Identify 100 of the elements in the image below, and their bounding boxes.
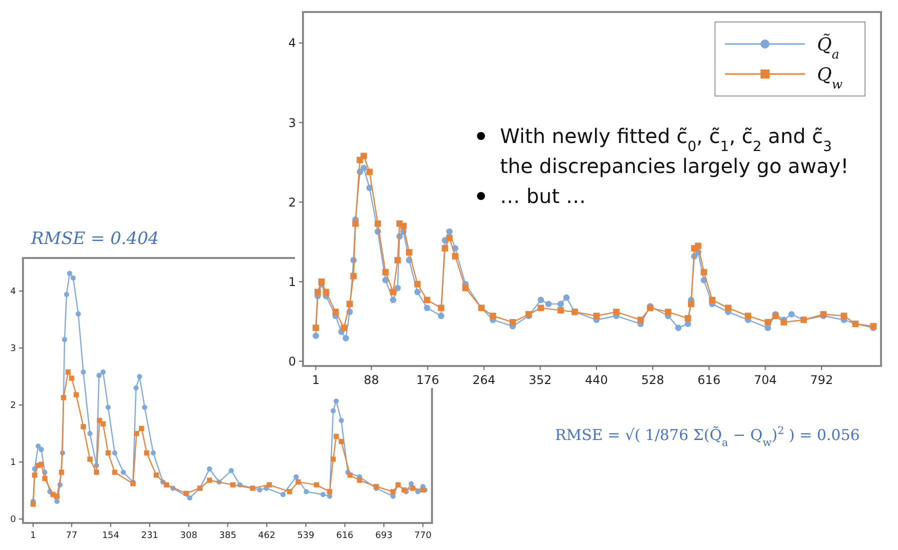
- x-tick-label: 231: [141, 531, 158, 541]
- point: [637, 316, 644, 324]
- y-tick-label: 2: [288, 195, 296, 210]
- point: [744, 312, 752, 320]
- point: [356, 478, 362, 483]
- point: [352, 220, 359, 227]
- y-tick-label: 0: [10, 515, 16, 526]
- point: [438, 312, 444, 320]
- x-tick-label: 308: [180, 531, 198, 541]
- y-tick-label: 3: [288, 116, 296, 130]
- point: [100, 369, 106, 375]
- point: [138, 426, 144, 431]
- point: [664, 308, 672, 316]
- x-tick-label: 440: [585, 373, 608, 387]
- x-tick-label: 770: [414, 531, 432, 541]
- point: [390, 288, 396, 296]
- point: [390, 489, 396, 494]
- x-tick-label: 792: [810, 373, 833, 387]
- point: [382, 268, 389, 276]
- x-tick-label: 88: [364, 373, 380, 387]
- point: [74, 392, 79, 398]
- point: [32, 472, 38, 478]
- y-tick-label: 4: [288, 36, 296, 50]
- point: [38, 462, 44, 467]
- point: [136, 374, 142, 380]
- point: [312, 324, 319, 332]
- point: [700, 268, 708, 276]
- point: [330, 408, 336, 414]
- point: [314, 482, 320, 488]
- point: [150, 450, 156, 456]
- point: [563, 294, 570, 301]
- point: [320, 492, 326, 498]
- point: [164, 482, 170, 488]
- point: [112, 470, 118, 475]
- point: [69, 376, 74, 381]
- point: [30, 502, 36, 507]
- point: [58, 470, 64, 475]
- point: [340, 324, 348, 332]
- point: [350, 272, 357, 280]
- point: [87, 456, 92, 462]
- point: [96, 372, 102, 378]
- point: [330, 456, 336, 462]
- annotation: … but …: [500, 184, 586, 208]
- point: [64, 292, 70, 298]
- point: [338, 418, 344, 424]
- point: [347, 472, 352, 478]
- point: [76, 311, 81, 316]
- point: [788, 311, 795, 318]
- point: [840, 312, 848, 320]
- point: [87, 430, 92, 436]
- point: [228, 468, 234, 474]
- legend-label: Q̃$_{a}$: [817, 33, 840, 61]
- y-tick-label: 2: [10, 401, 16, 412]
- point: [250, 486, 256, 491]
- point: [294, 474, 299, 480]
- point: [266, 482, 272, 488]
- point: [452, 253, 458, 260]
- point: [70, 275, 76, 281]
- point: [490, 312, 496, 320]
- x-tick-label: 154: [102, 531, 120, 541]
- point: [62, 336, 68, 342]
- x-tick-label: 1: [312, 373, 320, 387]
- point: [724, 304, 732, 312]
- point: [80, 369, 86, 375]
- point: [338, 438, 344, 444]
- chart-title: RMSE = 0.404: [30, 229, 159, 249]
- point: [206, 478, 212, 483]
- point: [184, 490, 189, 496]
- text: RMSE = √( 1/876 Σ(Q̃$_{a}$ − Q$_{w}$)$^{2}$ ) = 0.056: [555, 425, 860, 449]
- point: [390, 296, 396, 304]
- point: [286, 489, 292, 494]
- point: [334, 434, 339, 439]
- point: [557, 307, 564, 314]
- y-tick-label: 4: [10, 287, 16, 298]
- point: [408, 481, 414, 486]
- point: [538, 296, 544, 304]
- point: [230, 482, 236, 488]
- x-tick-label: 616: [698, 373, 720, 387]
- point: [342, 334, 350, 342]
- x-tick-label: 77: [66, 531, 78, 541]
- point: [100, 421, 106, 426]
- point: [446, 234, 453, 242]
- point: [106, 404, 111, 410]
- point: [557, 300, 564, 308]
- point: [314, 288, 321, 296]
- x-tick-label: 528: [641, 373, 664, 387]
- legend-label: Q$_{w}$: [817, 64, 843, 91]
- x-tick-label: 385: [219, 531, 236, 541]
- point: [688, 300, 694, 308]
- point: [144, 450, 150, 456]
- point: [327, 489, 332, 494]
- point: [106, 450, 111, 456]
- point: [334, 398, 339, 404]
- point: [424, 304, 430, 312]
- point: [360, 152, 367, 160]
- point: [613, 308, 620, 316]
- point: [780, 319, 788, 326]
- point: [60, 395, 66, 400]
- point: [296, 479, 301, 485]
- point: [438, 304, 444, 312]
